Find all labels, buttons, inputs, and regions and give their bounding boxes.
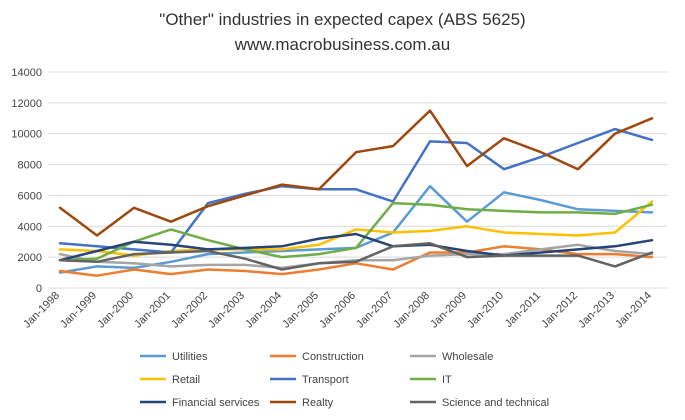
legend-label-financial-services: Financial services bbox=[172, 397, 260, 409]
x-tick-label: Jan-2014 bbox=[613, 290, 654, 331]
x-tick-label: Jan-2012 bbox=[539, 290, 580, 331]
legend-label-it: IT bbox=[442, 374, 452, 386]
series-line-wholesale bbox=[58, 243, 654, 270]
x-tick-label: Jan-2013 bbox=[576, 290, 617, 331]
series-line-transport bbox=[58, 127, 654, 254]
x-tick-label: Jan-2001 bbox=[132, 290, 173, 331]
y-tick-label: 8000 bbox=[18, 160, 42, 172]
chart-subtitle: www.macrobusiness.com.au bbox=[234, 35, 451, 54]
chart-title: "Other" industries in expected capex (AB… bbox=[159, 10, 526, 29]
series-line-it bbox=[58, 201, 654, 262]
x-tick-label: Jan-2008 bbox=[391, 290, 432, 331]
y-tick-label: 2000 bbox=[18, 252, 42, 264]
x-tick-label: Jan-1999 bbox=[58, 290, 99, 331]
legend-label-wholesale: Wholesale bbox=[442, 351, 493, 363]
y-tick-label: 4000 bbox=[18, 221, 42, 233]
x-tick-label: Jan-1998 bbox=[21, 290, 62, 331]
x-tick-label: Jan-2007 bbox=[354, 290, 395, 331]
x-tick-label: Jan-2009 bbox=[428, 290, 469, 331]
series-line-science-and-technical bbox=[58, 242, 654, 271]
x-tick-label: Jan-2011 bbox=[503, 290, 543, 330]
x-tick-label: Jan-2010 bbox=[465, 290, 506, 331]
legend-label-transport: Transport bbox=[302, 374, 349, 386]
x-tick-label: Jan-2006 bbox=[317, 290, 358, 331]
x-tick-label: Jan-2002 bbox=[169, 290, 210, 331]
y-tick-label: 6000 bbox=[18, 190, 42, 202]
series-line-realty bbox=[58, 109, 654, 237]
y-tick-label: 12000 bbox=[11, 98, 42, 110]
series-line-financial-services bbox=[58, 232, 654, 262]
legend-label-construction: Construction bbox=[302, 351, 364, 363]
legend-label-retail: Retail bbox=[172, 374, 200, 386]
y-tick-label: 14000 bbox=[11, 67, 42, 79]
y-tick-label: 0 bbox=[36, 283, 42, 295]
x-tick-label: Jan-2005 bbox=[280, 290, 321, 331]
legend-label-utilities: Utilities bbox=[172, 351, 208, 363]
x-tick-label: Jan-2000 bbox=[95, 290, 136, 331]
x-tick-label: Jan-2003 bbox=[206, 290, 247, 331]
y-tick-label: 10000 bbox=[11, 129, 42, 141]
legend-label-realty: Realty bbox=[302, 397, 334, 409]
legend-label-science-and-technical: Science and technical bbox=[442, 397, 549, 409]
x-tick-label: Jan-2004 bbox=[243, 290, 284, 331]
